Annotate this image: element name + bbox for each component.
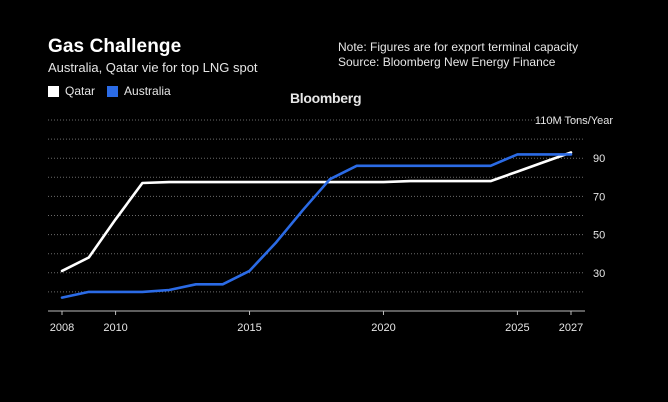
series-line-qatar — [60, 151, 573, 273]
x-tick-label: 2008 — [50, 322, 74, 334]
legend-label-australia: Australia — [124, 84, 171, 98]
legend-item-qatar: Qatar — [48, 84, 95, 98]
legend-item-australia: Australia — [107, 84, 171, 98]
x-tick-label: 2025 — [505, 322, 529, 334]
source-text: Source: Bloomberg New Energy Finance — [338, 55, 556, 69]
bloomberg-logo: Bloomberg — [290, 90, 362, 106]
chart-notes: Note: Figures are for export terminal ca… — [338, 40, 578, 70]
legend-label-qatar: Qatar — [65, 84, 96, 98]
x-tick-label: 2027 — [559, 322, 583, 334]
y-tick-label: 70 — [593, 191, 605, 203]
note-text: Note: Figures are for export terminal ca… — [338, 40, 579, 54]
legend: Qatar Australia — [48, 84, 183, 98]
legend-swatch-australia — [107, 85, 119, 97]
y-axis-unit-label: 110M Tons/Year — [535, 115, 613, 127]
y-tick-label: 50 — [593, 230, 605, 242]
x-tick-label: 2010 — [103, 322, 127, 334]
y-tick-label: 90 — [593, 153, 605, 165]
series-line-australia — [60, 153, 573, 299]
chart-subtitle: Australia, Qatar vie for top LNG spot — [48, 60, 258, 75]
x-tick-label: 2015 — [237, 322, 261, 334]
x-tick-label: 2020 — [371, 322, 395, 334]
chart-title: Gas Challenge — [48, 36, 182, 57]
legend-swatch-qatar — [48, 85, 59, 97]
y-tick-label: 30 — [593, 268, 605, 280]
